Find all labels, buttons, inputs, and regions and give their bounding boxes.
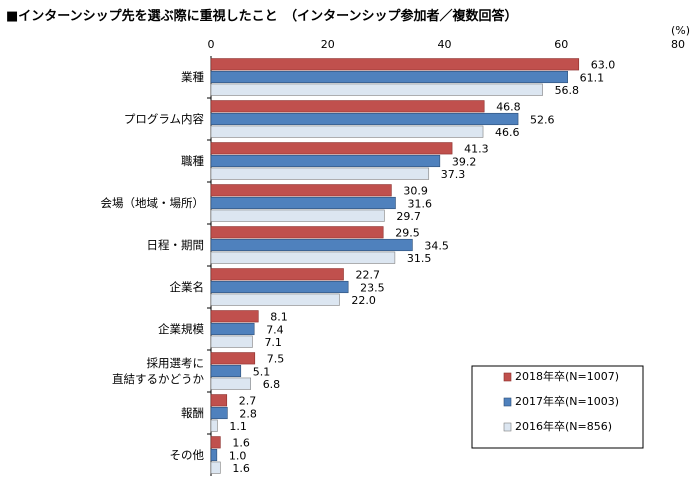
data-label: 31.6: [407, 197, 432, 210]
legend-swatch: [503, 422, 512, 432]
category-label: 業種: [181, 70, 204, 84]
bar: [210, 58, 580, 71]
bar: [210, 112, 519, 126]
data-label: 37.3: [441, 168, 466, 181]
bar: [210, 196, 396, 210]
bar: [210, 226, 384, 239]
data-label: 23.5: [360, 281, 385, 294]
data-label: 1.1: [229, 420, 247, 433]
legend-box: [471, 365, 644, 449]
data-label: 31.5: [407, 252, 432, 265]
data-label: 7.1: [264, 336, 282, 349]
category-label: 職種: [181, 154, 204, 168]
bar: [210, 394, 228, 407]
bars-layer: 63.061.156.8 46.8 52.6 46.6 41.339.237.3 30.9…: [210, 58, 616, 475]
bar: [210, 364, 242, 378]
bar: [210, 154, 441, 168]
legend: 2018年卒(N=1007) 2017年卒(N=1003) 2016年卒(N=856…: [471, 365, 644, 449]
bar: [210, 167, 430, 180]
bar: [210, 184, 392, 197]
bar: [210, 268, 344, 281]
x-tick-label: 80: [671, 38, 685, 51]
bar: [210, 83, 543, 96]
category-label: その他: [170, 448, 205, 462]
data-label: 22.0: [351, 294, 376, 307]
data-label: 7.4: [266, 323, 284, 336]
data-label: 29.5: [395, 227, 420, 240]
data-label: 61.1: [580, 71, 605, 84]
bar: [210, 251, 396, 264]
data-label: 8.1: [270, 311, 288, 324]
legend-label: 2016年卒(N=856): [515, 419, 612, 433]
data-label: 1.6: [232, 437, 250, 450]
bar: [210, 293, 340, 306]
data-label: 1.0: [229, 449, 247, 462]
legend-swatch: [503, 372, 512, 382]
x-tick-label: 0: [208, 38, 215, 51]
bar: [210, 125, 484, 138]
data-label: 63.0: [591, 59, 616, 72]
data-label: 56.8: [555, 84, 580, 97]
data-label: 1.6: [232, 462, 250, 475]
data-label: 2.7: [239, 395, 256, 408]
category-label: 企業規模: [158, 322, 204, 336]
bar: [210, 322, 255, 336]
bar: [210, 142, 453, 155]
bar: [210, 238, 413, 252]
category-label: 日程・期間: [147, 238, 205, 252]
bar: [210, 209, 385, 222]
bar: [210, 406, 228, 420]
bar: [210, 436, 221, 449]
x-tick-label: 40: [438, 38, 452, 51]
data-label: 7.5: [267, 353, 285, 366]
data-label: 29.7: [396, 210, 421, 223]
bar: [210, 352, 256, 365]
legend-label: 2017年卒(N=1003): [515, 394, 619, 408]
data-label: 2.8: [239, 407, 257, 420]
bar: [210, 448, 218, 462]
legend-swatch: [503, 397, 512, 407]
category-label: 採用選考に: [147, 356, 205, 370]
data-label: 46.6: [495, 126, 519, 139]
bar: [210, 461, 221, 474]
bar: [210, 100, 485, 113]
data-label: 39.2: [452, 155, 477, 168]
bar: [210, 70, 568, 84]
category-label: 報酬: [181, 406, 204, 420]
data-label: 30.9: [403, 185, 428, 198]
category-label: 会場（地域・場所）: [101, 196, 205, 210]
chart-title: ■インターンシップ先を選ぶ際に重視したこと （インターンシップ参加者／複数回答）: [6, 8, 517, 24]
category-label: 直結するかどうか: [112, 372, 204, 386]
legend-label: 2018年卒(N=1007): [515, 369, 619, 383]
unit-label: (%): [671, 24, 690, 37]
data-label: 6.8: [263, 378, 281, 391]
category-label: プログラム内容: [124, 112, 205, 126]
data-label: 46.8: [496, 101, 521, 114]
data-label: 5.1: [253, 365, 270, 378]
bar: [210, 310, 259, 323]
data-label: 34.5: [424, 239, 449, 252]
x-tick-label: 20: [321, 38, 335, 51]
bar: [210, 335, 253, 348]
bar: [210, 377, 251, 390]
bar: [210, 419, 218, 432]
bar: [210, 280, 349, 294]
data-label: 52.6: [530, 113, 555, 126]
data-label: 41.3: [464, 143, 489, 156]
category-label: 企業名: [170, 280, 205, 294]
x-tick-label: 60: [554, 38, 568, 51]
data-label: 22.7: [356, 269, 381, 282]
